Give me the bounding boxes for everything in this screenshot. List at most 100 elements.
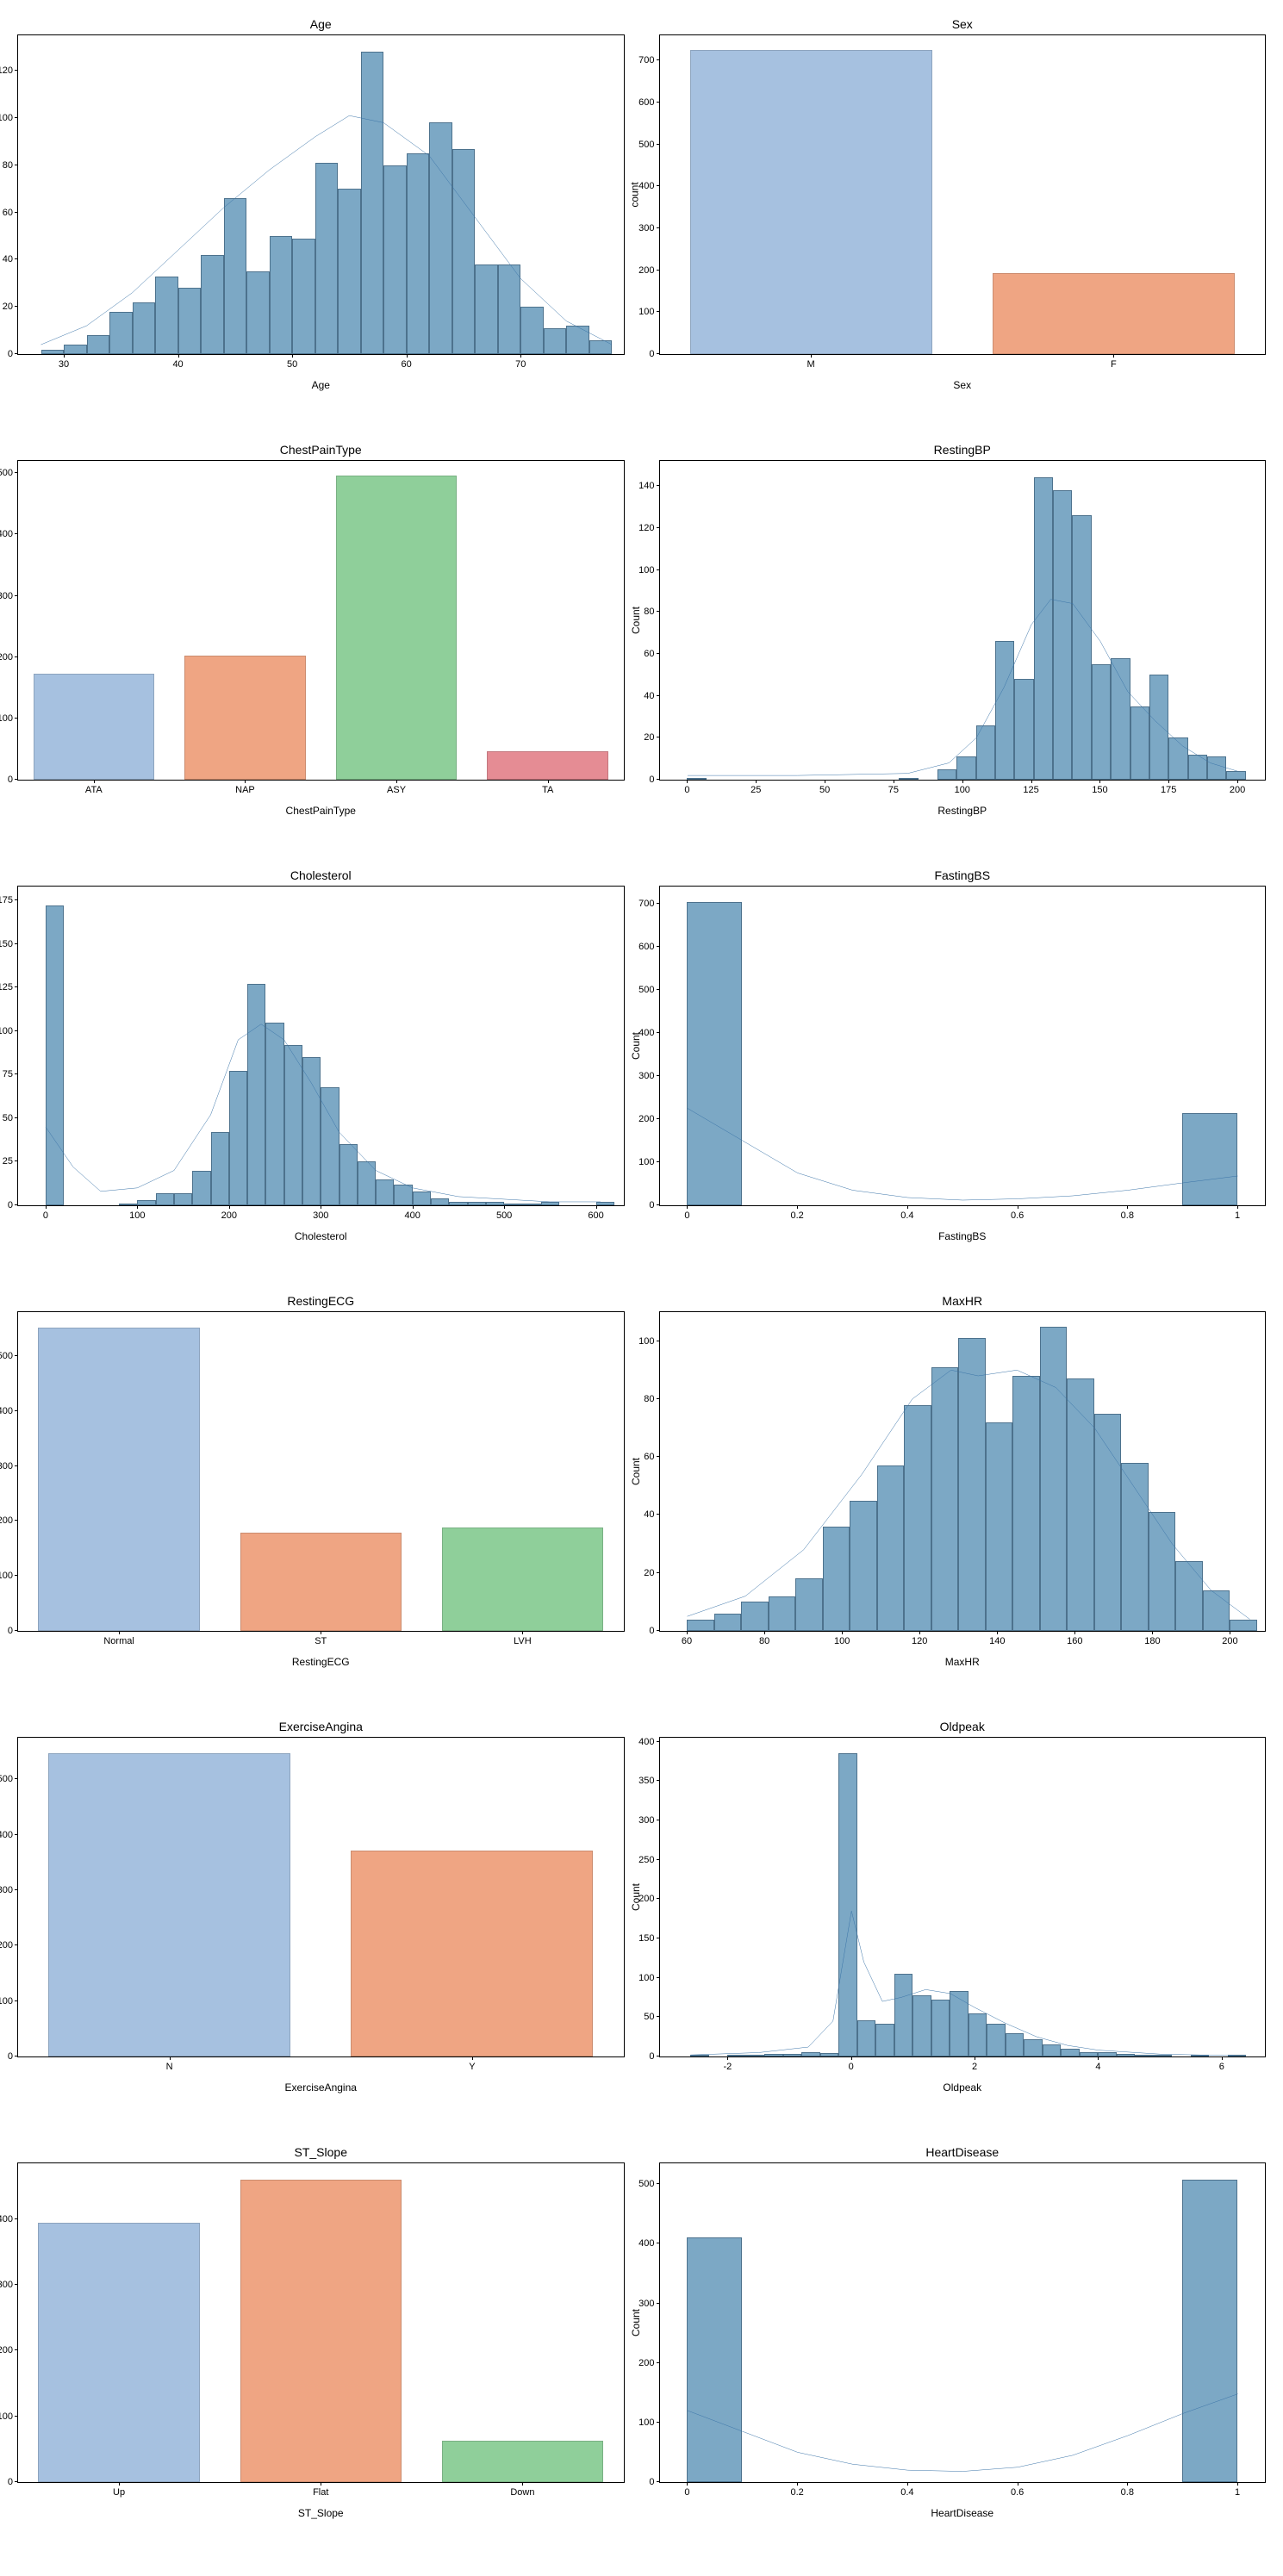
- x-axis-label: Cholesterol: [17, 1230, 625, 1242]
- hist-bar: [178, 288, 202, 354]
- plot-area: Count0204060801001203040506070: [17, 34, 625, 355]
- y-tick: 500: [0, 1774, 18, 1784]
- y-tick: 200: [0, 652, 18, 663]
- bar: [993, 273, 1235, 354]
- panel-title: Age: [17, 17, 625, 31]
- plot-area: Count0204060801006080100120140160180200: [659, 1311, 1267, 1632]
- hist-bar: [544, 328, 567, 354]
- y-tick: 100: [638, 307, 659, 317]
- hist-bar: [931, 2000, 950, 2056]
- y-tick: 700: [638, 899, 659, 909]
- hist-bar: [1230, 1620, 1257, 1631]
- y-tick: 350: [638, 1776, 659, 1786]
- y-tick: 20: [644, 732, 659, 743]
- y-tick: 100: [0, 1571, 18, 1581]
- hist-bar: [1149, 1512, 1176, 1631]
- hist-bar: [270, 236, 293, 354]
- y-tick: 0: [8, 1200, 18, 1210]
- x-axis-label: FastingBS: [659, 1230, 1267, 1242]
- y-tick: 0: [8, 2051, 18, 2062]
- y-tick: 0: [8, 349, 18, 359]
- y-tick: 400: [638, 181, 659, 191]
- hist-bar: [1006, 2033, 1025, 2056]
- panel-age: AgeCount0204060801001203040506070Age: [17, 17, 625, 391]
- hist-bar: [211, 1132, 229, 1205]
- y-tick: 175: [0, 895, 18, 905]
- hist-bar: [302, 1057, 321, 1205]
- x-axis-label: Oldpeak: [659, 2081, 1267, 2094]
- hist-bar: [46, 905, 64, 1205]
- y-tick: 20: [3, 302, 18, 312]
- hist-bar: [407, 153, 430, 354]
- x-axis-label: HeartDisease: [659, 2507, 1267, 2519]
- hist-bar: [741, 1602, 769, 1631]
- hist-bar: [358, 1161, 376, 1205]
- hist-bar: [449, 1202, 467, 1205]
- hist-bar: [41, 350, 65, 354]
- hist-bar: [376, 1179, 394, 1205]
- y-tick: 125: [0, 982, 18, 992]
- plot-area: Count050100150200250300350400-20246: [659, 1737, 1267, 2057]
- y-tick: 0: [649, 349, 659, 359]
- hist-bar: [690, 2055, 709, 2056]
- y-tick: 40: [644, 691, 659, 701]
- y-tick: 75: [3, 1069, 18, 1080]
- y-tick: 140: [638, 481, 659, 491]
- hist-bar: [899, 778, 918, 780]
- bar: [240, 2180, 402, 2482]
- hist-bar: [764, 2054, 783, 2056]
- hist-bar: [1154, 2055, 1173, 2056]
- y-tick: 200: [0, 1515, 18, 1526]
- x-axis-label: RestingECG: [17, 1656, 625, 1668]
- hist-bar: [1092, 664, 1111, 780]
- y-tick: 400: [638, 2238, 659, 2249]
- panel-title: ExerciseAngina: [17, 1720, 625, 1733]
- plot-area: Count010020030040050060070000.20.40.60.8…: [659, 886, 1267, 1206]
- hist-bar: [87, 335, 110, 354]
- y-tick: 0: [649, 2477, 659, 2487]
- y-tick: 700: [638, 55, 659, 65]
- hist-bar: [475, 264, 498, 354]
- hist-bar: [566, 326, 589, 354]
- panel-restingbp: RestingBPCount02040608010012014002550751…: [659, 443, 1267, 817]
- y-tick: 400: [0, 1406, 18, 1416]
- hist-bar: [1175, 1561, 1203, 1631]
- hist-bar: [1094, 1414, 1122, 1631]
- hist-bar: [801, 2052, 820, 2056]
- hist-bar: [498, 264, 521, 354]
- hist-bar: [1024, 2039, 1043, 2056]
- bar: [240, 1533, 402, 1631]
- y-tick: 100: [0, 713, 18, 724]
- y-tick: 60: [3, 208, 18, 218]
- hist-bar: [1135, 2055, 1154, 2056]
- panel-title: Oldpeak: [659, 1720, 1267, 1733]
- hist-bar: [1111, 658, 1130, 780]
- hist-bar: [1191, 2055, 1210, 2056]
- y-tick: 600: [638, 97, 659, 108]
- bar: [48, 1753, 290, 2056]
- hist-bar: [119, 1204, 137, 1205]
- y-axis-label: Count: [630, 1458, 642, 1485]
- hist-bar: [394, 1185, 412, 1205]
- hist-bar: [1012, 1376, 1040, 1631]
- hist-bar: [904, 1405, 931, 1631]
- y-tick: 400: [638, 1737, 659, 1747]
- y-tick: 80: [3, 160, 18, 171]
- hist-bar: [1182, 1113, 1237, 1205]
- bar: [38, 1328, 199, 1631]
- y-tick: 60: [644, 649, 659, 659]
- hist-bar: [783, 2054, 802, 2056]
- y-tick: 0: [649, 2051, 659, 2062]
- y-tick: 100: [638, 2417, 659, 2428]
- hist-bar: [857, 2020, 876, 2056]
- y-tick: 300: [0, 2280, 18, 2290]
- hist-bar: [137, 1200, 155, 1205]
- hist-bar: [321, 1087, 339, 1205]
- x-axis-label: Sex: [659, 379, 1267, 391]
- hist-bar: [687, 1620, 714, 1631]
- hist-bar: [894, 1974, 913, 2056]
- hist-bar: [1043, 2044, 1062, 2056]
- y-tick: 120: [638, 523, 659, 533]
- hist-bar: [133, 302, 156, 354]
- y-tick: 80: [644, 1394, 659, 1404]
